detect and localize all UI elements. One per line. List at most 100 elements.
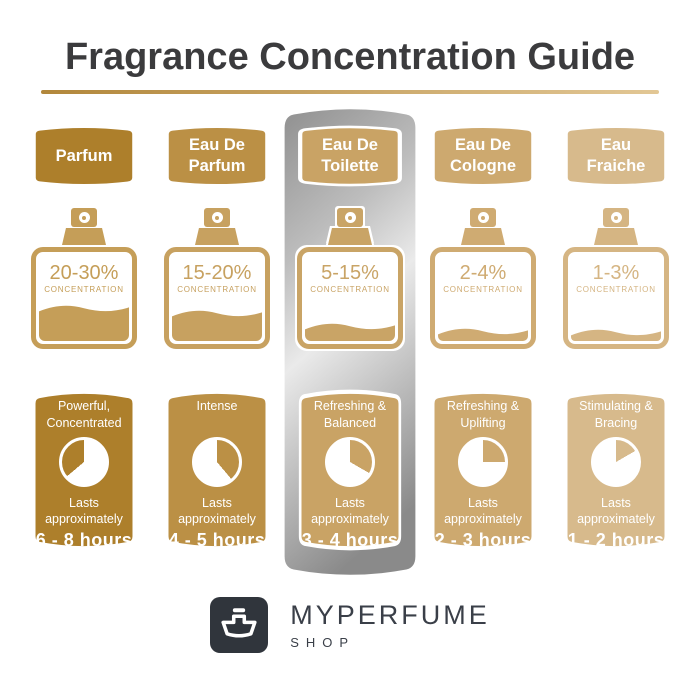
concentration-value: 2-4%	[459, 262, 507, 284]
sprayer-nozzle-icon	[337, 208, 363, 227]
sprayer-base	[62, 228, 106, 245]
type-name: Eau De Cologne	[450, 136, 516, 175]
character-text: Refreshing & Balanced	[313, 399, 387, 430]
column-eau-de-cologne: Eau De Cologne 2-4% CONCENTRATION Refres…	[430, 106, 536, 555]
nozzle-dot	[477, 212, 489, 223]
nozzle-dot	[610, 212, 622, 223]
nozzle-dot	[211, 212, 223, 223]
header: Fragrance Concentration Guide	[0, 0, 700, 94]
bottle-body: 1-3% CONCENTRATION	[563, 247, 669, 349]
lasts-label: Lasts approximately	[444, 496, 522, 527]
duration-text: 4 - 5 hours	[168, 529, 266, 550]
perfume-bottle-icon: 5-15% CONCENTRATION	[297, 208, 403, 349]
type-name: Eau De Parfum	[188, 136, 246, 175]
concentration-label: CONCENTRATION	[310, 285, 390, 294]
sprayer-nozzle-icon	[71, 208, 97, 227]
fragrance-columns: Parfum 20-30% CONCENTRATION Powerful, Co…	[0, 106, 700, 575]
column-eau-de-toilette: Eau De Toilette 5-15% CONCENTRATION Refr…	[284, 106, 416, 575]
character-text: Stimulating & Bracing	[579, 399, 653, 430]
concentration-label: CONCENTRATION	[44, 285, 124, 294]
badge-shape	[165, 126, 269, 186]
type-badge: Eau De Toilette	[297, 123, 403, 189]
info-panel: Refreshing & Uplifting Lasts approximate…	[430, 385, 536, 555]
badge-shape	[32, 126, 136, 186]
type-name: Eau De Toilette	[321, 136, 379, 175]
concentration-block: 20-30% CONCENTRATION	[36, 263, 132, 294]
bottle-body: 2-4% CONCENTRATION	[430, 247, 536, 349]
lasts-label: Lasts approximately	[45, 496, 123, 527]
concentration-block: 1-3% CONCENTRATION	[568, 263, 664, 294]
sprayer-base	[461, 228, 505, 245]
concentration-label: CONCENTRATION	[177, 285, 257, 294]
brand-name: MYPERFUME	[290, 600, 490, 630]
clock-icon	[192, 437, 242, 487]
column-eau-fraiche: Eau Fraiche 1-3% CONCENTRATION Stimulati…	[563, 106, 669, 555]
footer-brand: MYPERFUME SHOP	[0, 597, 700, 653]
badge-shape	[564, 126, 668, 186]
concentration-label: CONCENTRATION	[443, 285, 523, 294]
type-badge: Eau Fraiche	[563, 123, 669, 189]
clock-icon	[591, 437, 641, 487]
liquid	[172, 310, 262, 341]
nozzle-dot	[78, 212, 90, 223]
title-underline	[41, 90, 659, 94]
lasts-label: Lasts approximately	[311, 496, 389, 527]
concentration-label: CONCENTRATION	[576, 285, 656, 294]
liquid	[438, 329, 528, 341]
liquid	[305, 323, 395, 341]
concentration-value: 1-3%	[592, 262, 640, 284]
badge-shape	[298, 125, 402, 187]
bottle-body: 5-15% CONCENTRATION	[297, 247, 403, 349]
info-panel: Refreshing & Balanced Lasts approximatel…	[297, 385, 403, 555]
info-panel: Intense Lasts approximately 4 - 5 hours	[164, 385, 270, 555]
character-text: Refreshing & Uplifting	[446, 399, 520, 430]
info-panel: Powerful, Concentrated Lasts approximate…	[31, 385, 137, 555]
type-badge: Parfum	[31, 123, 137, 189]
nozzle-dot	[344, 212, 356, 223]
shop-logo-icon	[210, 597, 269, 653]
perfume-bottle-icon: 1-3% CONCENTRATION	[563, 208, 669, 349]
liquid	[571, 330, 661, 341]
brand-subtitle: SHOP	[290, 635, 356, 650]
concentration-value: 5-15%	[321, 262, 379, 284]
concentration-block: 2-4% CONCENTRATION	[435, 263, 531, 294]
clock-icon	[458, 437, 508, 487]
concentration-block: 5-15% CONCENTRATION	[302, 263, 398, 294]
sprayer-base	[328, 228, 372, 245]
info-panel: Stimulating & Bracing Lasts approximatel…	[563, 385, 669, 555]
concentration-value: 20-30%	[49, 262, 119, 284]
sprayer-nozzle-icon	[470, 208, 496, 227]
clock-icon	[325, 437, 375, 487]
lasts-label: Lasts approximately	[577, 496, 655, 527]
concentration-value: 15-20%	[182, 262, 252, 284]
duration-text: 2 - 3 hours	[434, 529, 532, 550]
concentration-block: 15-20% CONCENTRATION	[169, 263, 265, 294]
page-title: Fragrance Concentration Guide	[64, 36, 636, 78]
sprayer-nozzle-icon	[603, 208, 629, 227]
perfume-bottle-icon: 20-30% CONCENTRATION	[31, 208, 137, 349]
type-badge: Eau De Parfum	[164, 123, 270, 189]
character-text: Intense	[196, 399, 238, 413]
brand-text-block: MYPERFUME SHOP	[290, 600, 490, 650]
type-badge: Eau De Cologne	[430, 123, 536, 189]
column-eau-de-parfum: Eau De Parfum 15-20% CONCENTRATION Inten…	[164, 106, 270, 555]
type-name: Eau Fraiche	[586, 136, 646, 175]
sprayer-nozzle-icon	[204, 208, 230, 227]
duration-text: 6 - 8 hours	[35, 529, 133, 550]
duration-text: 3 - 4 hours	[301, 529, 399, 550]
column-parfum: Parfum 20-30% CONCENTRATION Powerful, Co…	[31, 106, 137, 555]
character-text: Powerful, Concentrated	[46, 399, 122, 430]
liquid	[39, 306, 129, 341]
clock-icon	[59, 437, 109, 487]
badge-shape	[431, 126, 535, 186]
sprayer-base	[594, 228, 638, 245]
bottle-body: 15-20% CONCENTRATION	[164, 247, 270, 349]
sprayer-base	[195, 228, 239, 245]
perfume-bottle-logo-glyph	[221, 608, 257, 638]
perfume-bottle-icon: 15-20% CONCENTRATION	[164, 208, 270, 349]
lasts-label: Lasts approximately	[178, 496, 256, 527]
duration-text: 1 - 2 hours	[567, 529, 665, 550]
bottle-body: 20-30% CONCENTRATION	[31, 247, 137, 349]
perfume-bottle-icon: 2-4% CONCENTRATION	[430, 208, 536, 349]
